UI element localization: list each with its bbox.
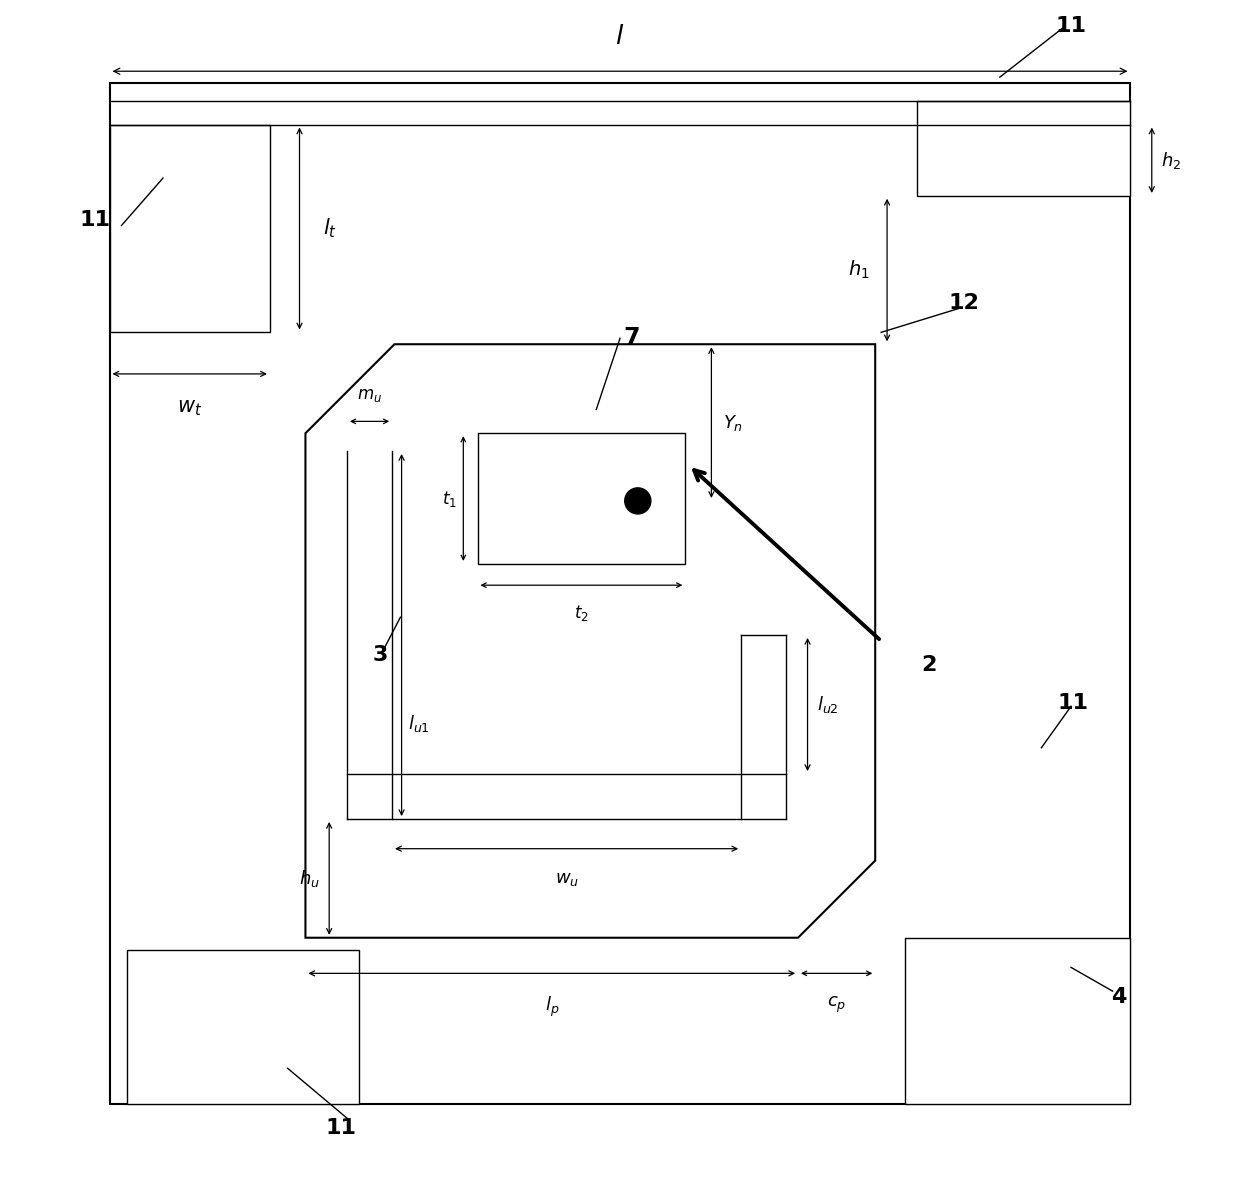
Text: $c_p$: $c_p$: [827, 995, 846, 1015]
Bar: [109, 83, 1131, 1104]
Bar: [905, 938, 1131, 1104]
Text: 2: 2: [921, 655, 936, 674]
Text: $t_1$: $t_1$: [443, 489, 458, 508]
Text: 12: 12: [949, 293, 980, 312]
Text: $h_2$: $h_2$: [1162, 150, 1182, 171]
Bar: [109, 125, 270, 332]
Text: $l_t$: $l_t$: [324, 217, 337, 240]
Circle shape: [625, 488, 651, 514]
Text: $l$: $l$: [615, 24, 625, 50]
Text: $h_1$: $h_1$: [847, 259, 869, 281]
Bar: [128, 950, 358, 1104]
Text: 3: 3: [372, 646, 388, 665]
Text: $h_u$: $h_u$: [299, 868, 320, 889]
Polygon shape: [305, 344, 875, 938]
Text: 4: 4: [1111, 988, 1126, 1007]
Text: $m_u$: $m_u$: [357, 386, 382, 404]
Text: $Y_n$: $Y_n$: [723, 413, 744, 432]
Text: 11: 11: [1058, 693, 1089, 712]
Text: 11: 11: [79, 210, 110, 229]
Text: 11: 11: [326, 1118, 357, 1137]
Text: 11: 11: [1055, 17, 1086, 36]
Text: $l_p$: $l_p$: [544, 995, 559, 1018]
Bar: [477, 433, 686, 564]
Text: $t_2$: $t_2$: [574, 603, 589, 623]
Text: $l_{u1}$: $l_{u1}$: [408, 713, 429, 734]
Text: $w_t$: $w_t$: [177, 398, 202, 418]
Text: $w_u$: $w_u$: [554, 870, 579, 888]
Text: 7: 7: [624, 326, 640, 350]
Bar: [916, 101, 1131, 196]
Text: $l_{u2}$: $l_{u2}$: [817, 694, 838, 715]
